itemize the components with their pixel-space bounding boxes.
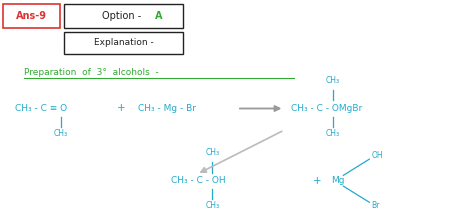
FancyBboxPatch shape [3,4,60,28]
Text: OH: OH [372,151,383,160]
Text: Preparation  of  3°  alcohols  -: Preparation of 3° alcohols - [24,68,159,77]
Text: CH₃: CH₃ [326,76,340,85]
Text: Ans-9: Ans-9 [16,11,47,21]
Text: Explanation -: Explanation - [94,38,154,47]
Text: Br: Br [372,201,380,210]
Text: CH₃: CH₃ [326,129,340,138]
Text: CH₃: CH₃ [205,148,219,157]
Text: CH₃ - C ≡ O: CH₃ - C ≡ O [15,104,67,113]
Text: CH₃ - C - OMgBr: CH₃ - C - OMgBr [292,104,363,113]
FancyBboxPatch shape [64,32,182,54]
Text: CH₃: CH₃ [205,201,219,210]
Text: Option -: Option - [102,11,145,21]
Text: CH₃: CH₃ [54,129,68,138]
Text: +: + [117,104,126,113]
FancyBboxPatch shape [64,4,182,28]
Text: Mg: Mg [331,176,345,185]
Text: CH₃ - C - OH: CH₃ - C - OH [171,176,226,185]
Text: A: A [155,11,163,21]
Text: +: + [313,176,322,186]
Text: CH₃ - Mg - Br: CH₃ - Mg - Br [138,104,196,113]
